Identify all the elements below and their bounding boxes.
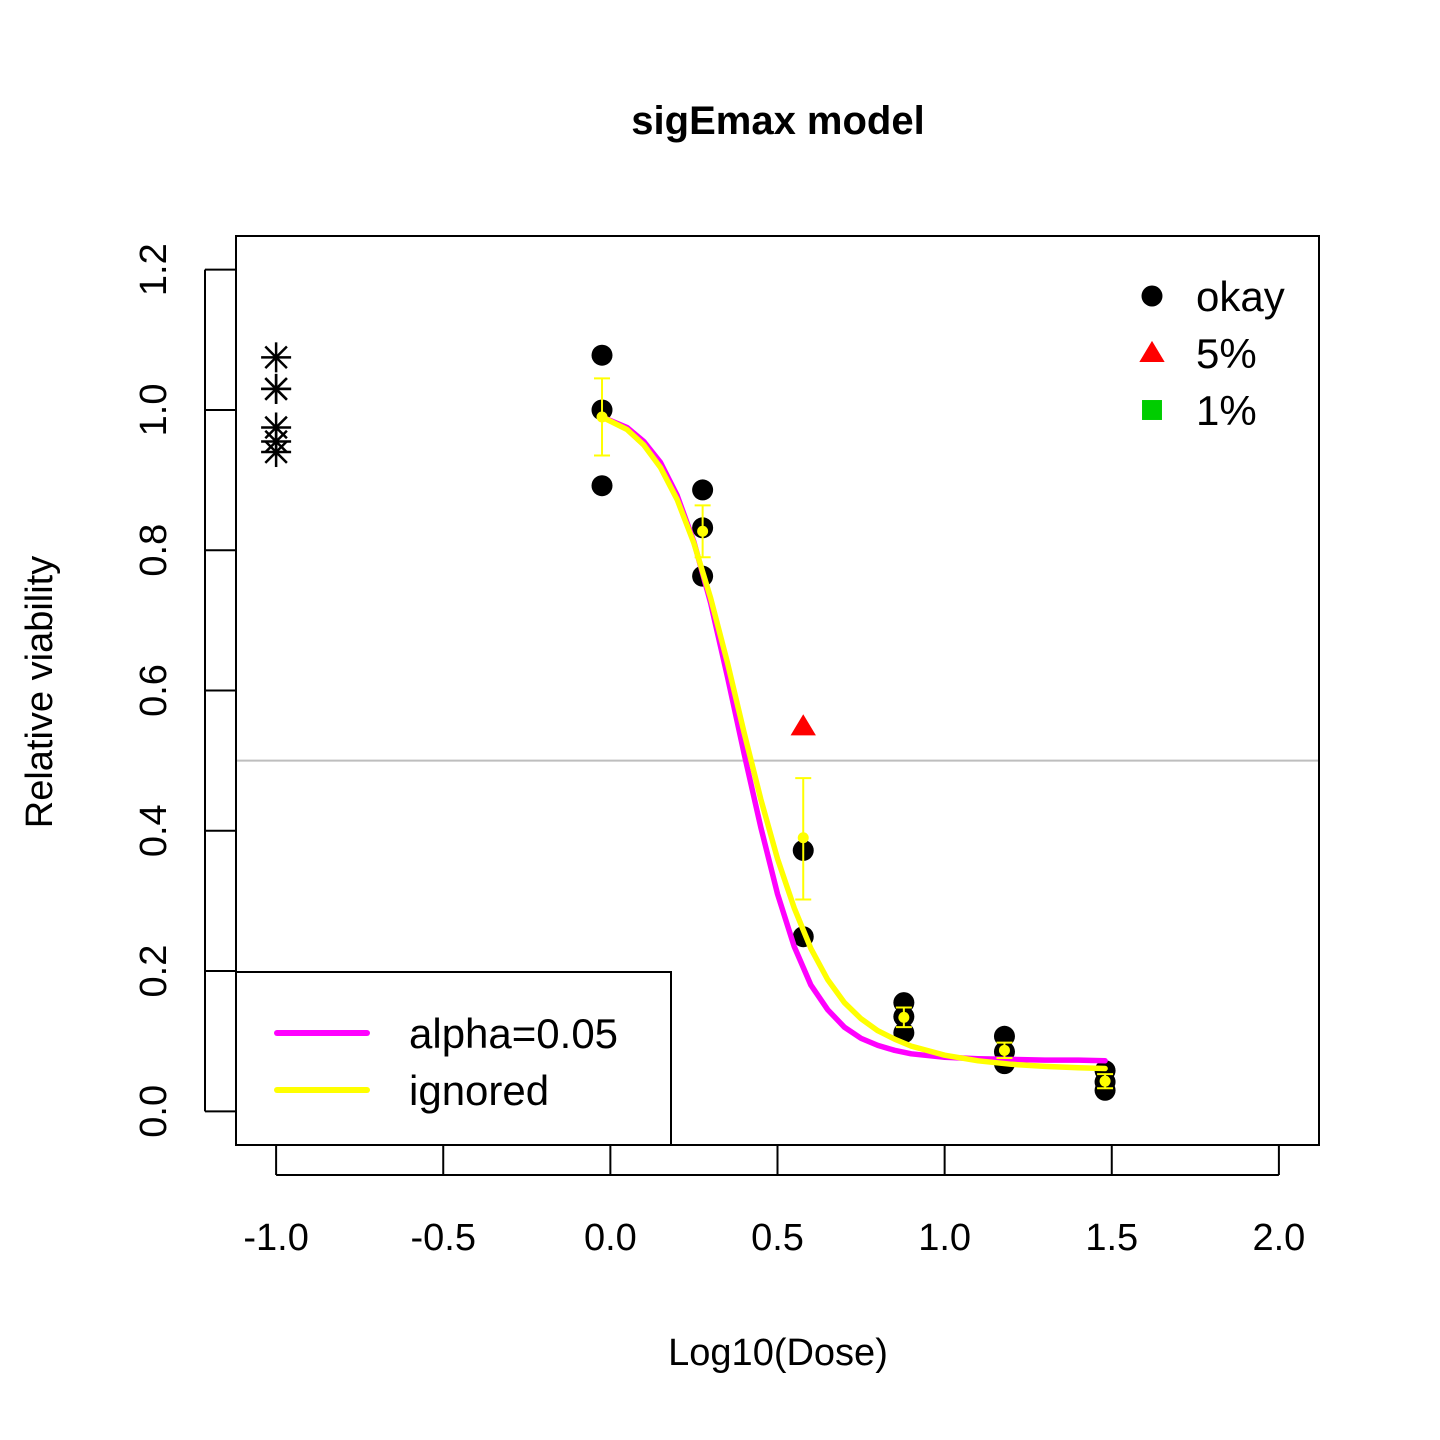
legend-label: alpha=0.05: [409, 1010, 618, 1057]
y-tick-label: 0.4: [133, 804, 175, 857]
y-tick-label: 0.6: [133, 664, 175, 717]
control-point: [261, 437, 292, 468]
data-point: [993, 1025, 1015, 1047]
legend-label: okay: [1196, 273, 1285, 320]
y-tick-label: 0.8: [133, 524, 175, 577]
y-axis-label: Relative viability: [19, 556, 61, 828]
asterisk-stroke: [264, 440, 288, 464]
legend-label: ignored: [409, 1067, 549, 1114]
asterisk-stroke: [264, 345, 288, 370]
mean-point: [998, 1044, 1010, 1056]
plot-area: -1.0 -0.5 0.0 0.5 1.0 1.5 2.0 0.0 0.2 0.4 0.6 0.8 1.…: [133, 235, 1320, 1259]
x-tick-label: 1.5: [1085, 1217, 1138, 1259]
data-point: [591, 475, 613, 497]
mean-point: [596, 411, 608, 423]
x-tick-label: -0.5: [410, 1217, 475, 1259]
chart-title: sigEmax model: [631, 99, 924, 143]
fit-curve: [599, 414, 1108, 1072]
y-tick-label: 0.2: [133, 945, 175, 998]
mean-point: [898, 1011, 910, 1023]
y-tick-label: 1.2: [133, 243, 175, 296]
mean-point: [797, 832, 809, 844]
data-point: [1094, 1079, 1116, 1101]
legend-marker: [1141, 285, 1163, 307]
mean-point: [697, 525, 709, 537]
flagged-point: [790, 714, 816, 736]
legend-marker: [1142, 400, 1162, 420]
y-tick-label: 1.0: [133, 384, 175, 437]
legend-label: 5%: [1196, 330, 1257, 377]
x-tick-label: 0.0: [584, 1217, 637, 1259]
line-legend-box: [235, 971, 672, 1146]
asterisk-stroke: [264, 377, 288, 401]
legend-marker: [1139, 340, 1165, 363]
data-point: [591, 344, 613, 366]
fit-curve: [599, 414, 1108, 1064]
x-tick-label: 0.5: [751, 1217, 804, 1259]
mean-point: [1099, 1075, 1111, 1087]
x-tick-label: -1.0: [243, 1217, 308, 1259]
x-tick-label: 2.0: [1252, 1217, 1305, 1259]
x-axis-label: Log10(Dose): [668, 1332, 888, 1374]
y-tick-label: 0.0: [133, 1085, 175, 1138]
x-tick-label: 1.0: [918, 1217, 971, 1259]
data-point: [692, 479, 714, 501]
control-point: [261, 373, 292, 404]
control-point: [261, 342, 292, 373]
legend-label: 1%: [1196, 387, 1257, 434]
